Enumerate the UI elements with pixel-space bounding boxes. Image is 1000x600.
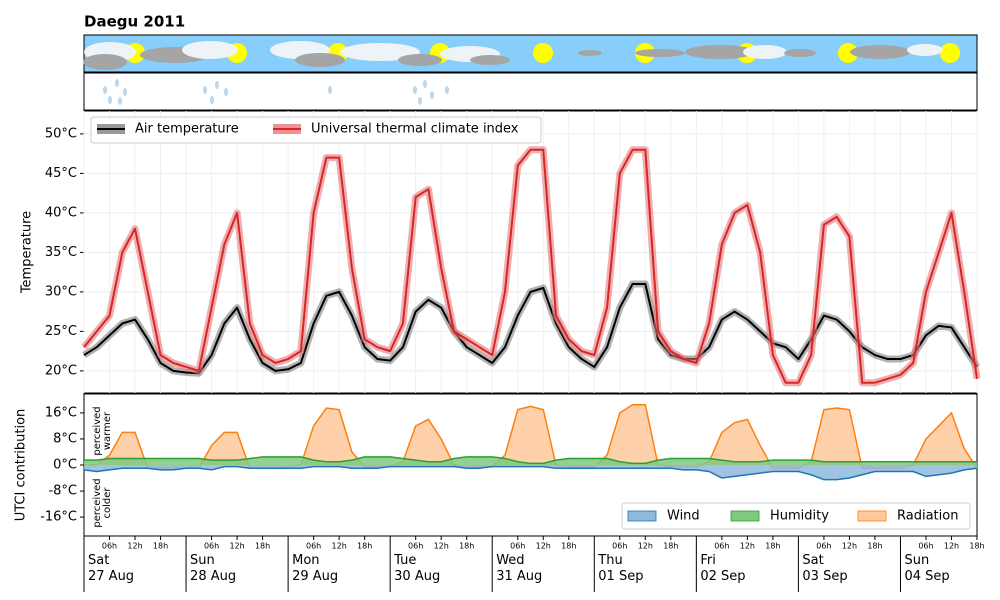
series-line xyxy=(84,403,978,470)
series-line xyxy=(83,465,978,481)
minor-x-tick-label: 12h xyxy=(944,542,959,551)
legend-label: Humidity xyxy=(770,509,829,524)
series-line xyxy=(83,148,978,384)
minor-x-tick-label: 18h xyxy=(969,542,984,551)
series-line xyxy=(84,456,977,465)
weather-strip xyxy=(83,34,978,111)
x-tick-label: Thu 01 Sep xyxy=(598,553,644,584)
y-tick-label: 35°C xyxy=(45,245,77,260)
minor-x-tick-label: 12h xyxy=(536,542,551,551)
x-tick-label: Sat 03 Sep xyxy=(802,553,848,584)
minor-x-tick-label: 18h xyxy=(255,542,270,551)
y-tick-label: 30°C xyxy=(45,284,77,299)
y-tick-label: -16°C xyxy=(40,510,77,525)
x-tick-label: Sat 27 Aug xyxy=(88,553,135,584)
minor-x-tick-label: 06h xyxy=(510,542,525,551)
minor-x-tick-label: 12h xyxy=(842,542,857,551)
x-tick-label: Fri 02 Sep xyxy=(700,553,746,584)
minor-x-tick-label: 18h xyxy=(765,542,780,551)
series-line xyxy=(83,282,978,375)
y-tick-label: 16°C xyxy=(45,405,77,420)
y-tick-label: 20°C xyxy=(45,363,77,378)
y-tick-label: 8°C xyxy=(53,431,77,446)
annotation: perceived xyxy=(92,406,103,455)
annotation: colder xyxy=(102,487,113,519)
legend-label: Wind xyxy=(667,509,700,524)
minor-x-tick-label: 06h xyxy=(306,542,321,551)
y-tick-label: 0°C xyxy=(53,458,77,473)
annotation: perceived xyxy=(92,478,103,527)
rain-strip xyxy=(83,72,978,111)
minor-x-tick-label: 18h xyxy=(663,542,678,551)
x-tick-label: Mon 29 Aug xyxy=(292,553,339,584)
x-tick-label: Tue 30 Aug xyxy=(394,553,441,584)
clouds xyxy=(83,41,943,70)
x-tick-label: Sun 04 Sep xyxy=(904,553,950,584)
minor-x-tick-label: 06h xyxy=(918,542,933,551)
y-tick-label: -8°C xyxy=(48,484,77,499)
y-axis-label: Temperature xyxy=(20,211,35,294)
y-tick-label: 45°C xyxy=(45,166,77,181)
legend-swatch xyxy=(730,510,760,522)
minor-x-tick-label: 18h xyxy=(561,542,576,551)
minor-x-tick-label: 18h xyxy=(153,542,168,551)
minor-x-tick-label: 18h xyxy=(867,542,882,551)
legend-label: Air temperature xyxy=(135,122,239,137)
minor-x-tick-label: 06h xyxy=(102,542,117,551)
minor-x-tick-label: 12h xyxy=(638,542,653,551)
minor-x-tick-label: 06h xyxy=(714,542,729,551)
legend-swatch xyxy=(857,510,887,522)
legend-label: Radiation xyxy=(897,509,958,524)
y-tick-label: 25°C xyxy=(45,324,77,339)
series-band xyxy=(82,280,980,377)
minor-x-tick-label: 12h xyxy=(229,542,244,551)
x-tick-label: Sun 28 Aug xyxy=(190,553,237,584)
legend-swatch xyxy=(627,510,657,522)
series-area xyxy=(84,404,977,469)
minor-x-tick-label: 12h xyxy=(127,542,142,551)
minor-x-tick-label: 06h xyxy=(816,542,831,551)
minor-x-tick-label: 12h xyxy=(434,542,449,551)
minor-x-tick-label: 12h xyxy=(332,542,347,551)
chart-title: Daegu 2011 xyxy=(84,13,185,31)
minor-x-tick-label: 06h xyxy=(612,542,627,551)
minor-x-tick-label: 18h xyxy=(357,542,372,551)
annotation: warmer xyxy=(102,411,113,450)
y-axis-label: UTCI contribution xyxy=(14,409,29,522)
rain-drops xyxy=(103,79,449,105)
legend-label: Universal thermal climate index xyxy=(311,122,519,137)
legend-box xyxy=(621,502,971,530)
minor-x-tick-label: 06h xyxy=(204,542,219,551)
minor-x-tick-label: 12h xyxy=(740,542,755,551)
minor-x-tick-label: 06h xyxy=(408,542,423,551)
x-tick-label: Wed 31 Aug xyxy=(496,553,543,584)
series-area xyxy=(84,465,977,480)
y-tick-label: 40°C xyxy=(45,205,77,220)
minor-x-tick-label: 18h xyxy=(459,542,474,551)
y-tick-label: 50°C xyxy=(45,126,77,141)
legend-box xyxy=(90,116,542,144)
